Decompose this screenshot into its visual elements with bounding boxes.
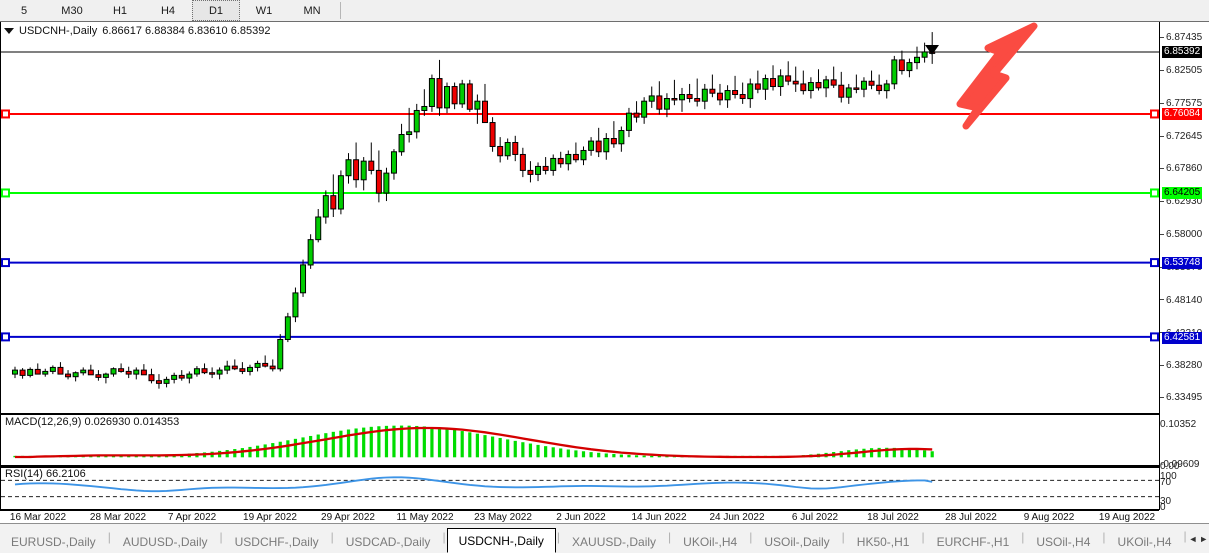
symbol-label: USDCNH-,Daily bbox=[19, 25, 98, 37]
chart-tab-hk50h1[interactable]: HK50-,H1 bbox=[856, 534, 910, 549]
toolbar-empty-area bbox=[345, 0, 1209, 21]
macd-title: MACD(12,26,9) 0.026930 0.014353 bbox=[5, 416, 180, 428]
price-tick-label: 6.33495 bbox=[1160, 393, 1202, 403]
rsi-scale-top: 100 bbox=[1160, 471, 1177, 482]
tab-separator: | bbox=[219, 529, 223, 544]
timeframe-button-w1[interactable]: W1 bbox=[255, 4, 273, 17]
time-axis-label: 19 Apr 2022 bbox=[243, 512, 297, 523]
time-axis-label: 29 Apr 2022 bbox=[321, 512, 375, 523]
price-tick-label: 6.82505 bbox=[1160, 66, 1202, 76]
price-level-label-blue[interactable]: 6.53748 bbox=[1162, 257, 1203, 270]
current-price-label: 6.85392 bbox=[1162, 46, 1203, 59]
timeframe-button-mn[interactable]: MN bbox=[303, 4, 321, 17]
price-tick-label: 6.77575 bbox=[1160, 99, 1202, 109]
chart-tab-eurchfh1[interactable]: EURCHF-,H1 bbox=[936, 534, 1010, 549]
rsi-pane[interactable] bbox=[0, 466, 1159, 510]
tab-separator: | bbox=[749, 529, 753, 544]
price-tick-label: 6.62930 bbox=[1160, 196, 1202, 207]
price-tick-label: 6.72645 bbox=[1160, 132, 1202, 142]
price-pane[interactable] bbox=[0, 22, 1159, 414]
time-axis-line bbox=[0, 510, 1159, 511]
time-axis-label: 11 May 2022 bbox=[396, 512, 454, 523]
macd-scale-bottom: -0.09609 bbox=[1160, 459, 1200, 470]
time-axis-label: 28 Jul 2022 bbox=[945, 512, 997, 523]
price-tick-label: 6.58000 bbox=[1160, 229, 1202, 240]
macd-pane[interactable] bbox=[0, 414, 1159, 466]
tab-separator: | bbox=[1102, 529, 1106, 544]
tab-scroll-right-icon[interactable]: ► bbox=[1199, 533, 1209, 544]
timeframe-button-h1[interactable]: H1 bbox=[112, 4, 128, 17]
chart-tab-audusddaily[interactable]: AUDUSD-,Daily bbox=[122, 534, 208, 549]
chart-tab-ukoilh4[interactable]: UKOil-,H4 bbox=[683, 534, 738, 549]
price-tick-label: 6.38280 bbox=[1160, 361, 1202, 371]
time-axis-label: 19 Aug 2022 bbox=[1098, 512, 1156, 523]
chart-tab-usdcaddaily[interactable]: USDCAD-,Daily bbox=[345, 534, 431, 549]
timeframe-button-m30[interactable]: M30 bbox=[61, 4, 83, 17]
ohlc-values: 6.86617 6.88384 6.83610 6.85392 bbox=[102, 25, 271, 37]
timeframe-toolbar: 5 M30 H1 H4 D1 W1 MN bbox=[0, 0, 1209, 22]
time-axis-label: 28 Mar 2022 bbox=[89, 512, 147, 523]
price-axis[interactable]: 6.87435 6.82505 6.77575 6.72645 6.67860 6.629… bbox=[1160, 22, 1209, 513]
time-axis-label: 9 Aug 2022 bbox=[1023, 512, 1075, 523]
timeframe-button-d1[interactable]: D1 bbox=[192, 0, 240, 21]
timeframe-button-5[interactable]: 5 bbox=[20, 4, 28, 17]
price-axis-line bbox=[1159, 22, 1160, 510]
rsi-scale-bottom: 0 bbox=[1160, 502, 1166, 513]
collapse-triangle-icon[interactable] bbox=[4, 28, 14, 34]
time-axis-label: 18 Jul 2022 bbox=[867, 512, 919, 523]
rsi-plot bbox=[1, 476, 1159, 498]
time-axis-label: 6 Jul 2022 bbox=[791, 512, 839, 523]
tab-separator: | bbox=[921, 529, 925, 544]
time-axis-label: 14 Jun 2022 bbox=[631, 512, 687, 523]
tab-separator: | bbox=[107, 529, 111, 544]
price-level-label-green[interactable]: 6.64205 bbox=[1162, 187, 1203, 200]
rsi-scale-overbought: 70 bbox=[1160, 477, 1172, 488]
chart-tab-usdcnhdaily[interactable]: USDCNH-,Daily bbox=[446, 528, 556, 553]
quote-header: USDCNH-,Daily 6.86617 6.88384 6.83610 6.… bbox=[4, 25, 270, 37]
chart-tab-usoildaily[interactable]: USOil-,Daily bbox=[764, 534, 830, 549]
macd-scale-top: 0.10352 bbox=[1160, 419, 1197, 430]
timeframe-button-h4[interactable]: H4 bbox=[160, 4, 176, 17]
tab-separator: | bbox=[556, 529, 561, 544]
tab-separator: | bbox=[668, 529, 672, 544]
price-tick-label: 6.67860 bbox=[1160, 164, 1202, 174]
price-tick-label: 6.87435 bbox=[1160, 33, 1202, 43]
price-tick-label: 6.48140 bbox=[1160, 295, 1202, 306]
macd-scale-zero: 0.00 bbox=[1160, 461, 1180, 472]
rsi-title: RSI(14) 66.2106 bbox=[5, 468, 86, 480]
chart-tab-bar[interactable]: EURUSD-,Daily | AUDUSD-,Daily | USDCHF-,Dail… bbox=[0, 523, 1209, 553]
chart-tab-xauusddaily[interactable]: XAUUSD-,Daily bbox=[572, 534, 657, 549]
chart-tab-usoilh4[interactable]: USOil-,H4 bbox=[1036, 534, 1091, 549]
tab-scroll-left-icon[interactable]: ◄ bbox=[1188, 533, 1198, 544]
tab-separator: | bbox=[1021, 529, 1025, 544]
time-axis-label: 24 Jun 2022 bbox=[709, 512, 765, 523]
time-axis-label: 23 May 2022 bbox=[474, 512, 532, 523]
time-axis-label: 2 Jun 2022 bbox=[556, 512, 606, 523]
tab-separator: | bbox=[841, 529, 845, 544]
time-axis: 16 Mar 2022 28 Mar 2022 7 Apr 2022 19 Apr 2… bbox=[0, 511, 1159, 527]
up-arrow-annotation[interactable] bbox=[930, 22, 1050, 152]
chart-tab-eurusddaily[interactable]: EURUSD-,Daily bbox=[11, 534, 96, 549]
price-level-label-blue[interactable]: 6.42581 bbox=[1162, 331, 1203, 344]
time-axis-label: 7 Apr 2022 bbox=[167, 512, 217, 523]
chart-tab-usdchfdaily[interactable]: USDCHF-,Daily bbox=[234, 534, 319, 549]
chart-area[interactable]: USDCNH-,Daily 6.86617 6.88384 6.83610 6.… bbox=[0, 21, 1209, 523]
toolbar-separator bbox=[340, 2, 341, 19]
chart-tab-ukoilh4[interactable]: UKOil-,H4 bbox=[1117, 534, 1172, 549]
time-axis-label: 16 Mar 2022 bbox=[9, 512, 67, 523]
tab-separator: | bbox=[330, 529, 334, 544]
macd-plot bbox=[13, 425, 934, 459]
candlestick-plot[interactable] bbox=[1, 22, 1159, 413]
object-marker-triangle-icon[interactable] bbox=[924, 44, 940, 56]
tab-separator: | bbox=[442, 529, 446, 544]
rsi-scale-oversold: 30 bbox=[1160, 496, 1172, 507]
price-level-label-red[interactable]: 6.76084 bbox=[1162, 108, 1203, 121]
tab-nav-separator: | bbox=[1183, 528, 1187, 543]
